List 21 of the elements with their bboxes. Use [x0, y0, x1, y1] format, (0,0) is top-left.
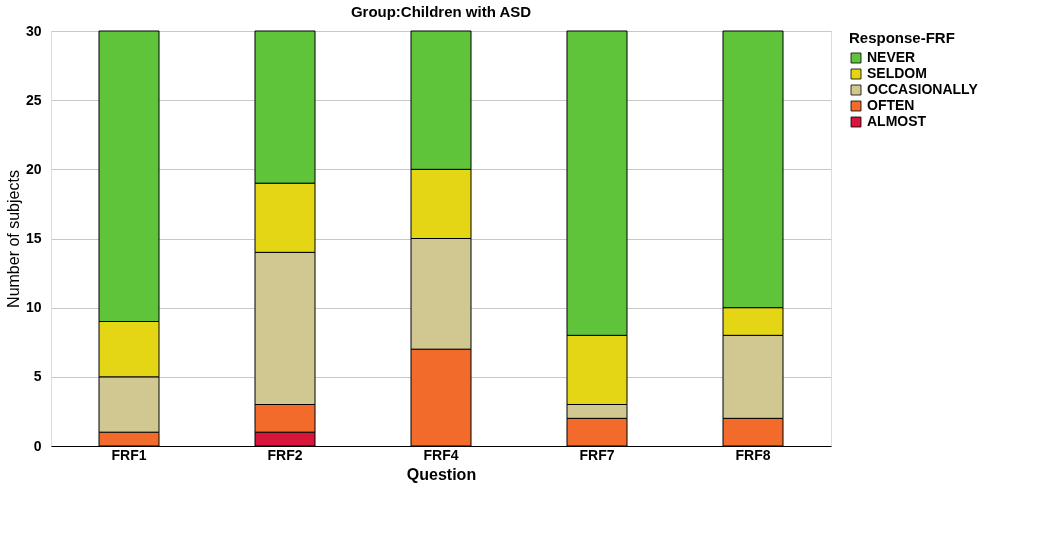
legend-label: OFTEN — [867, 97, 915, 113]
y-tick-label: 15 — [25, 230, 42, 246]
legend-label: ALMOST — [867, 113, 927, 129]
x-tick-label: FRF8 — [735, 446, 771, 463]
chart-title: Group:Children with ASD — [350, 3, 532, 20]
x-tick-label: FRF2 — [267, 446, 303, 463]
legend-title: Response-FRF — [849, 29, 955, 46]
legend-label: SELDOM — [867, 65, 927, 81]
x-axis-title: Question — [406, 465, 477, 483]
y-tick-label: 25 — [25, 91, 42, 108]
y-tick-label: 5 — [33, 368, 42, 385]
y-tick-label: 20 — [25, 160, 42, 177]
legend-label: NEVER — [867, 49, 916, 65]
y-tick-label: 30 — [25, 22, 42, 39]
y-axis-title: Number of subjects — [4, 170, 22, 308]
y-tick-label: 0 — [33, 437, 42, 454]
x-tick-label: FRF1 — [111, 446, 147, 463]
x-tick-label: FRF7 — [579, 446, 615, 463]
legend-label: OCCASIONALLY — [867, 81, 979, 97]
y-tick-label: 10 — [25, 299, 42, 316]
x-tick-label: FRF4 — [423, 446, 459, 463]
